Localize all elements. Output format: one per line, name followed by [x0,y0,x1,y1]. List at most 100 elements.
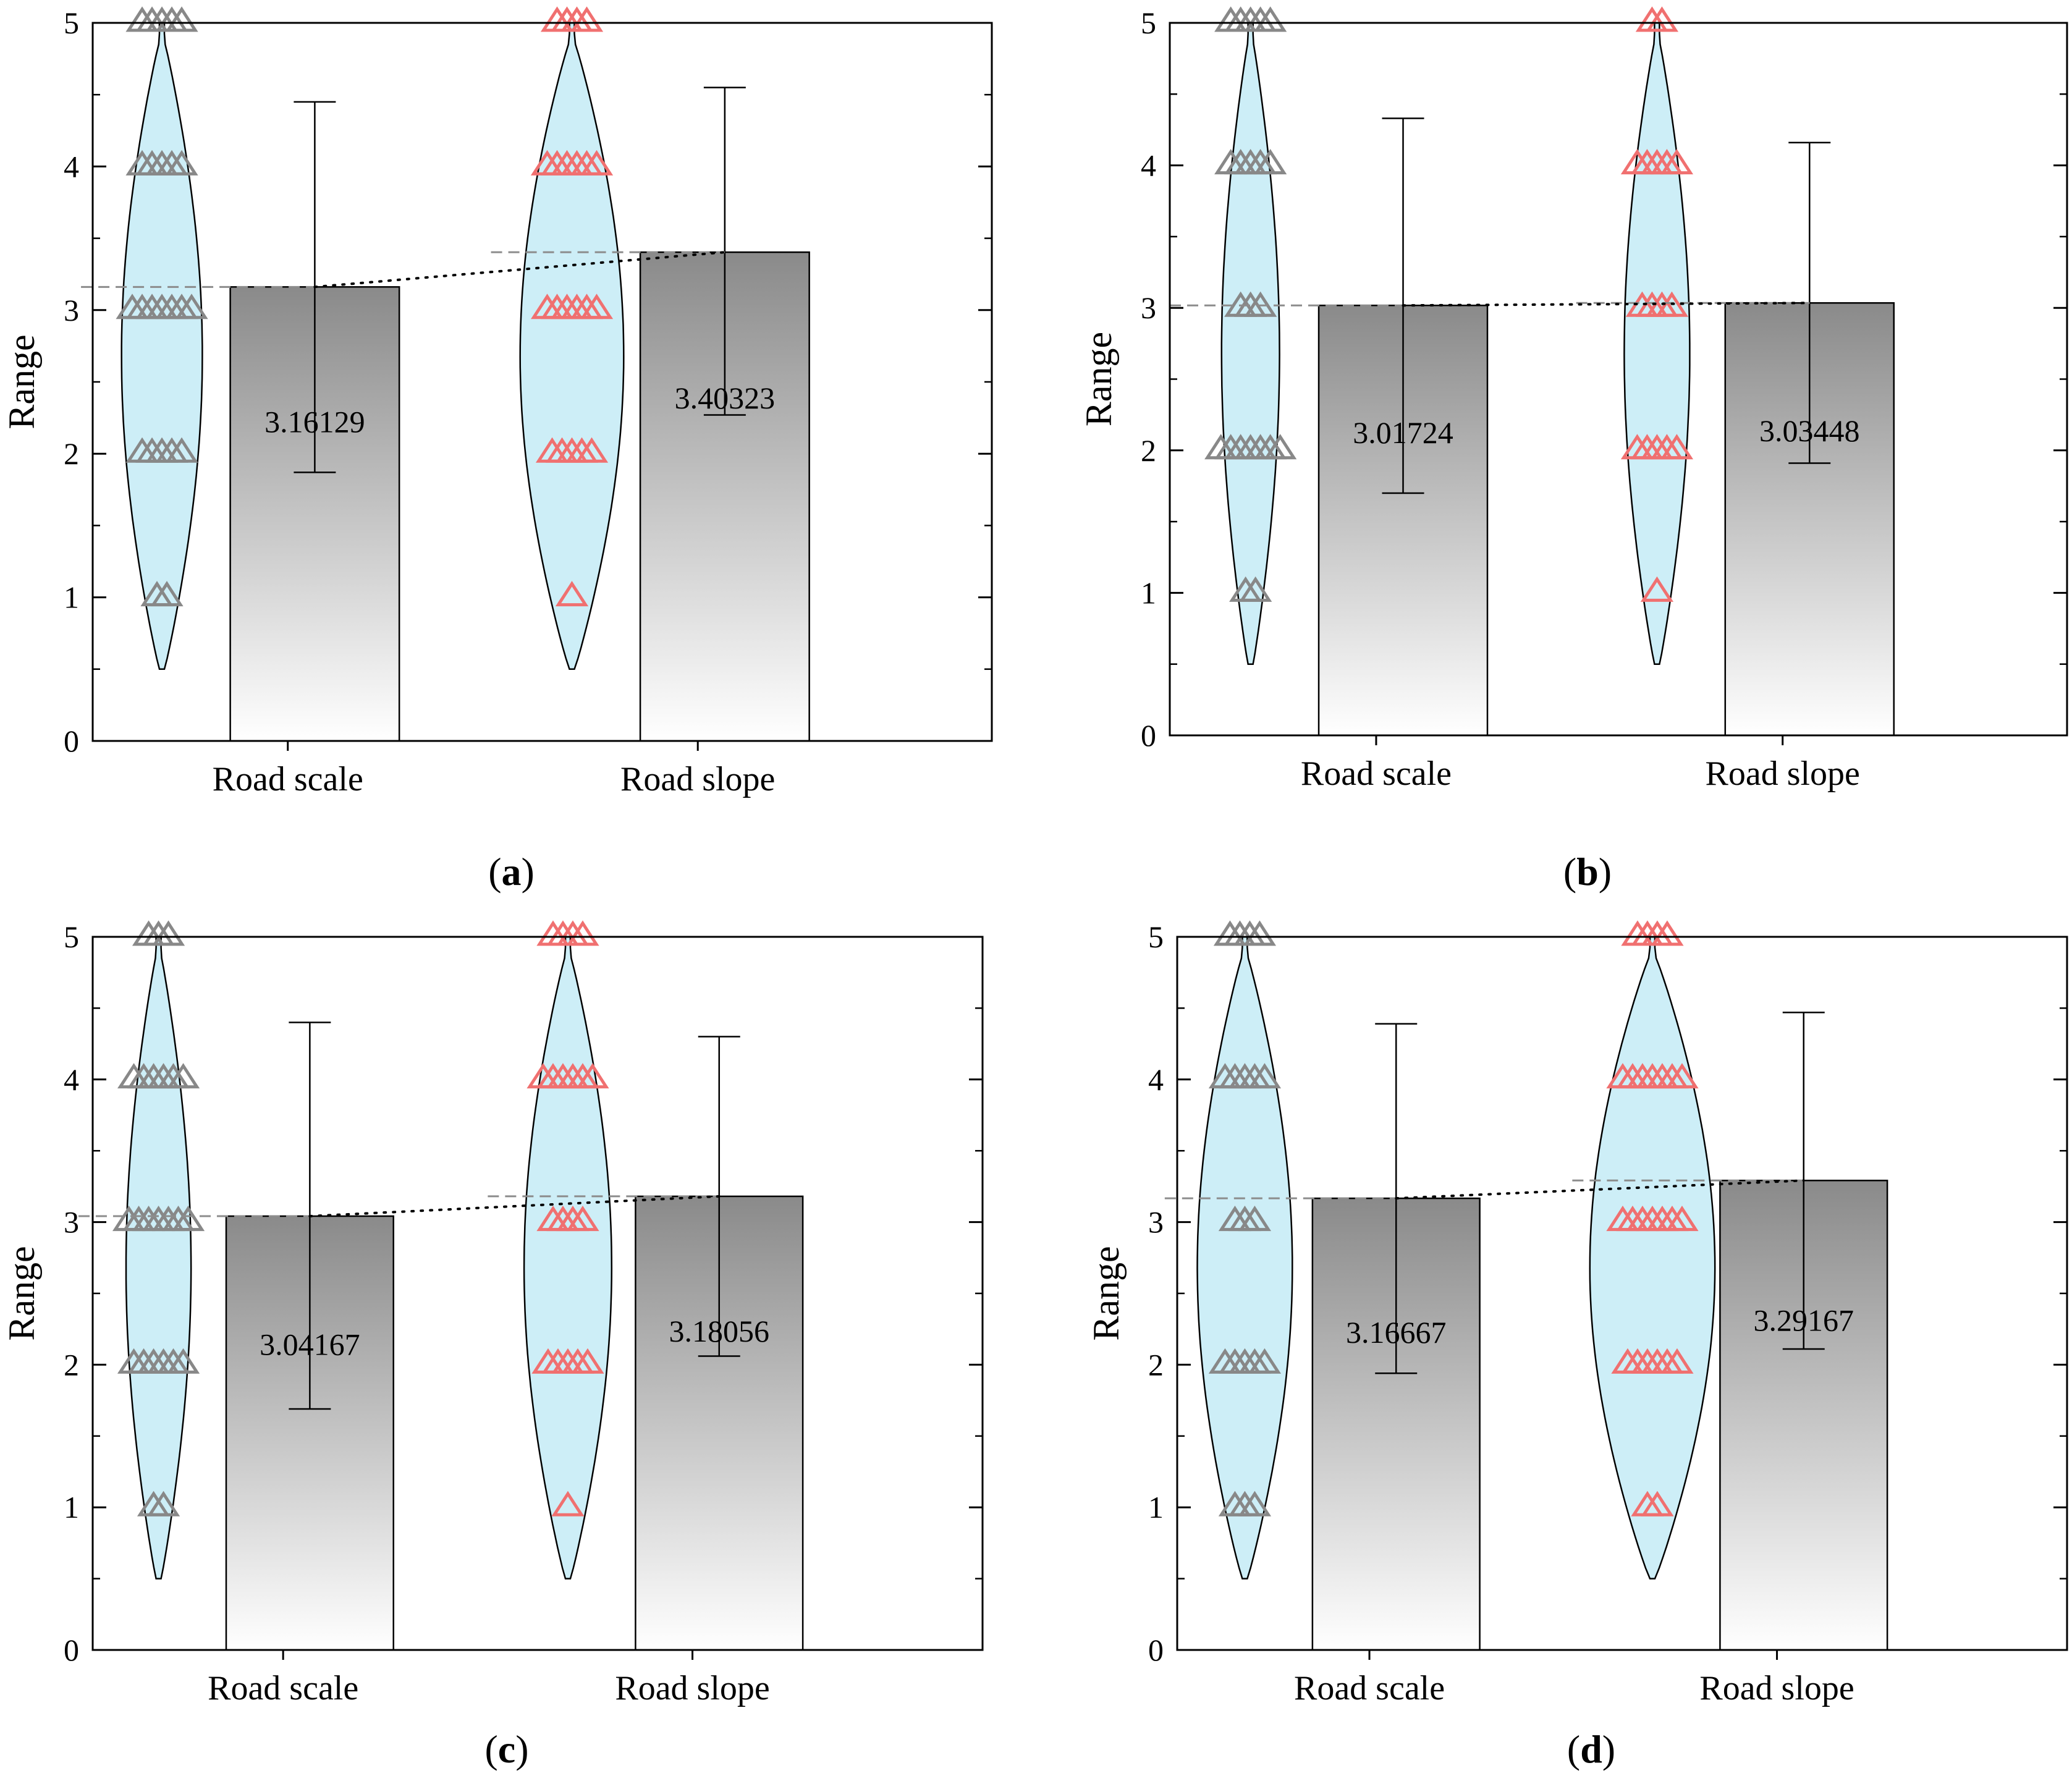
marker-a-0-4-4 [165,6,198,32]
ytick-label-a-4: 4 [64,149,79,184]
marker-a-0-2-6 [175,294,208,319]
violin-a-1 [519,22,625,670]
marker-a-0-1-4 [165,437,198,463]
caption-b: (b) [1563,850,1612,894]
ytick-label-d-4: 4 [1148,1062,1164,1097]
violin-b-0 [1220,22,1280,665]
marker-a-1-1-4 [575,437,609,463]
violin-c-1 [523,936,613,1580]
violin-d-0 [1196,936,1293,1580]
marker-c-0-3-5 [166,1063,200,1089]
ytick-label-c-1: 1 [64,1490,79,1525]
category-label-c-0: Road scale [208,1669,358,1707]
ylabel-c: Range [1,1246,42,1340]
marker-b-0-4-4 [1254,6,1287,32]
marker-a-1-4-3 [570,6,604,32]
marker-b-1-4-1 [1645,6,1679,32]
category-label-a-0: Road scale [213,760,363,798]
caption-close-paren: ) [1602,1727,1615,1771]
value-label-b-0: 3.01724 [1353,415,1453,450]
caption-open-paren: ( [1567,1727,1580,1771]
trend-line-d [1395,1179,1805,1200]
value-label-b-1: 3.03448 [1759,413,1860,448]
ytick-label-b-1: 1 [1141,575,1156,610]
violin-d-1 [1589,936,1716,1580]
marker-c-1-4-3 [566,920,599,946]
ylabel-d: Range [1086,1246,1127,1340]
marker-b-0-1-6 [1264,434,1297,460]
caption-c: (c) [484,1727,528,1771]
marker-d-1-3-6 [1665,1063,1699,1089]
caption-close-paren: ) [1599,850,1612,894]
marker-d-1-2-6 [1665,1205,1699,1232]
caption-close-paren: ) [515,1727,528,1771]
ytick-label-b-2: 2 [1141,433,1156,468]
ytick-label-c-4: 4 [64,1062,79,1097]
marker-a-1-0-0 [555,580,589,607]
marker-c-1-1-4 [571,1348,604,1374]
trend-line-b [1402,302,1811,307]
ytick-label-a-5: 5 [64,6,79,40]
ytick-label-d-3: 3 [1148,1205,1164,1240]
caption-letter: b [1576,850,1599,894]
marker-c-0-4-2 [151,920,185,946]
value-label-a-0: 3.16129 [264,404,365,439]
plot-frame-b [1169,22,2068,737]
caption-close-paren: ) [522,850,535,894]
marker-d-0-1-4 [1248,1348,1282,1374]
ytick-label-d-1: 1 [1148,1490,1164,1525]
ytick-label-b-3: 3 [1141,290,1156,325]
value-label-d-1: 3.29167 [1754,1303,1854,1337]
ytick-label-c-5: 5 [64,920,79,954]
caption-d: (d) [1567,1727,1615,1771]
marker-d-0-4-3 [1243,920,1277,946]
ytick-label-d-5: 5 [1148,920,1164,954]
ytick-label-c-2: 2 [64,1347,79,1382]
marker-a-1-2-5 [580,294,614,319]
ytick-label-a-3: 3 [64,293,79,328]
marker-a-0-0-1 [150,580,184,607]
marker-a-1-3-5 [580,150,614,176]
ytick-label-d-0: 0 [1148,1633,1164,1667]
panel-b: 3.01724 Road scale 3.03448 Road slope 0 1 2 3 4 5… [1078,6,2068,894]
marker-c-1-3-5 [576,1063,609,1089]
ytick-label-b-0: 0 [1141,718,1156,753]
value-label-c-0: 3.04167 [260,1327,360,1362]
ytick-label-b-4: 4 [1141,148,1156,183]
marker-c-0-0-1 [146,1491,180,1516]
trend-line-a [313,251,726,289]
marker-b-0-0-1 [1239,576,1272,602]
caption-letter: c [498,1727,515,1771]
caption-open-paren: ( [488,850,501,894]
panels-group: 3.16129 Road scale 3.40323 Road slope 0 1 2 3 4 5… [1,6,2068,1771]
marker-d-0-2-2 [1238,1205,1272,1232]
marker-d-0-3-4 [1248,1063,1282,1089]
marker-d-1-1-5 [1660,1348,1694,1374]
ytick-label-a-0: 0 [64,724,79,758]
marker-c-0-2-6 [171,1205,205,1232]
ytick-label-b-5: 5 [1141,6,1156,40]
category-label-b-0: Road scale [1301,755,1452,793]
ytick-label-c-3: 3 [64,1205,79,1240]
violin-b-1 [1623,22,1691,665]
caption-letter: a [502,850,522,894]
marker-b-1-0-0 [1640,576,1674,602]
value-label-d-0: 3.16667 [1346,1315,1447,1350]
violin-c-0 [125,936,192,1580]
value-label-a-1: 3.40323 [675,381,776,415]
trend-line-c [308,1195,721,1217]
category-label-d-0: Road scale [1294,1669,1445,1707]
ylabel-a: Range [1,334,42,429]
caption-open-paren: ( [1563,850,1576,894]
ytick-label-d-2: 2 [1148,1347,1164,1382]
marker-b-0-3-4 [1254,148,1287,175]
caption-a: (a) [488,850,535,894]
category-label-d-1: Road slope [1699,1669,1854,1707]
panel-a: 3.16129 Road scale 3.40323 Road slope 0 1 2 3 4 5… [1,6,993,894]
marker-c-1-0-0 [551,1491,585,1516]
ytick-label-c-0: 0 [64,1633,79,1667]
caption-open-paren: ( [484,1727,497,1771]
value-label-c-1: 3.18056 [669,1314,770,1348]
violin-a-0 [121,22,203,670]
